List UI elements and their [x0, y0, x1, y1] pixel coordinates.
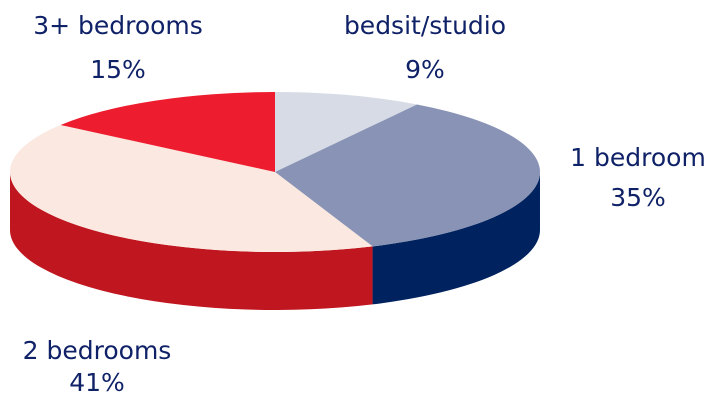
label-2-bedrooms: 2 bedrooms: [23, 336, 172, 365]
label-3-plus-bedrooms: 3+ bedrooms: [33, 11, 203, 40]
pie-slice-3-bedrooms: [60, 92, 275, 172]
pie-slice-2-bedrooms: [10, 124, 373, 252]
pie-slice-1-bedroom: [275, 104, 540, 247]
value-1-bedroom: 35%: [610, 183, 666, 212]
pie-slice-bedsit-studio: [275, 92, 417, 172]
value-3-plus-bedrooms: 15%: [90, 55, 146, 84]
pie-tops: [10, 92, 540, 252]
value-2-bedrooms: 41%: [69, 368, 125, 397]
label-1-bedroom: 1 bedroom: [570, 143, 706, 172]
value-bedsit-studio: 9%: [405, 55, 445, 84]
pie-sides: [10, 172, 540, 310]
pie-side-1-bedroom: [372, 172, 540, 305]
pie-side-2-bedrooms: [10, 172, 373, 310]
label-bedsit-studio: bedsit/studio: [344, 11, 506, 40]
